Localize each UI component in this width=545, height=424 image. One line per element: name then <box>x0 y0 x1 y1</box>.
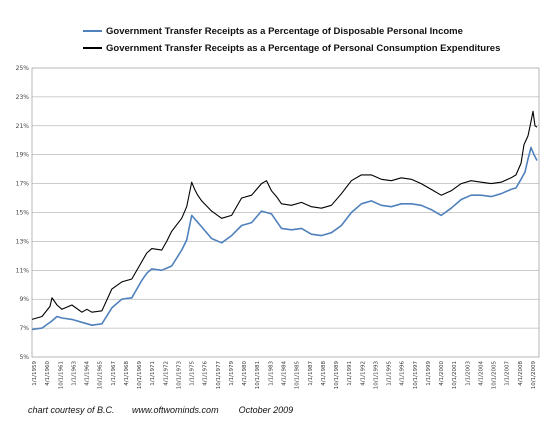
x-tick-label: 10/1/1985 <box>295 361 301 390</box>
x-tick-label: 4/1/1976 <box>203 361 209 386</box>
x-tick-label: 1/1/1979 <box>229 361 235 386</box>
y-tick-label: 25% <box>16 65 30 72</box>
x-tick-label: 4/1/1992 <box>360 361 366 386</box>
x-tick-label: 1/1/2007 <box>505 361 511 386</box>
x-tick-label: 10/1/1993 <box>373 361 379 390</box>
y-tick-label: 13% <box>16 238 30 245</box>
x-tick-label: 1/1/1971 <box>150 361 156 386</box>
x-tick-label: 1/1/1959 <box>32 361 38 386</box>
x-tick-label: 10/1/1961 <box>58 361 64 389</box>
x-tick-label: 4/1/1980 <box>242 361 248 386</box>
x-tick-label: 1/1/1999 <box>426 361 432 386</box>
x-tick-label: 4/1/1972 <box>163 361 169 386</box>
x-tick-label: 4/1/1984 <box>282 361 288 386</box>
x-tick-label: 10/1/1977 <box>216 361 222 390</box>
gridlines <box>32 96 539 329</box>
y-tick-label: 21% <box>16 123 30 130</box>
y-tick-label: 19% <box>16 152 30 159</box>
x-tick-label: 4/1/1988 <box>321 361 327 386</box>
x-tick-label: 10/1/1997 <box>413 361 419 390</box>
legend: Government Transfer Receipts as a Percen… <box>83 26 500 54</box>
x-tick-label: 4/1/2008 <box>518 361 524 386</box>
y-tick-label: 15% <box>16 210 30 217</box>
x-tick-label: 1/1/1991 <box>347 361 353 386</box>
series-line-1 <box>31 146 538 331</box>
x-tick-label: 10/1/2009 <box>531 361 537 390</box>
x-tick-label: 4/1/1960 <box>45 361 51 386</box>
x-tick-label: 4/1/2004 <box>478 361 484 386</box>
chart-credit: chart courtesy of B.C. www.oftwominds.co… <box>28 405 294 415</box>
y-tick-label: 11% <box>16 267 30 274</box>
x-tick-label: 1/1/1967 <box>111 361 117 386</box>
x-tick-label: 10/1/1981 <box>255 361 261 389</box>
y-tick-label: 17% <box>16 181 30 188</box>
x-tick-label: 4/1/1968 <box>124 361 130 386</box>
x-axis-tick-labels: 1/1/1959 4/1/1960 10/1/1961 1/1/1963 4/1/196… <box>32 361 537 390</box>
x-tick-label: 1/1/1963 <box>71 361 77 386</box>
x-tick-label: 10/1/1969 <box>137 361 143 390</box>
series-lines <box>31 110 538 331</box>
x-tick-label: 1/1/1987 <box>308 361 314 386</box>
x-tick-label: 10/1/1965 <box>98 361 104 390</box>
legend-label-series-1: Government Transfer Receipts as a Percen… <box>106 26 463 37</box>
y-axis-tick-labels: 5% 7% 9% 11% 13% 15% 17% 19% 21% 23% 25% <box>16 65 30 361</box>
x-tick-label: 10/1/2005 <box>492 361 498 390</box>
x-tick-label: 1/1/1983 <box>268 361 274 386</box>
x-tick-label: 10/1/1973 <box>176 361 182 390</box>
x-tick-label: 10/1/2001 <box>452 361 458 389</box>
series-line-2 <box>31 110 538 320</box>
x-tick-label: 10/1/1989 <box>334 361 340 390</box>
x-tick-label: 1/1/1995 <box>387 361 393 386</box>
y-tick-label: 5% <box>19 354 29 361</box>
x-tick-label: 1/1/1975 <box>190 361 196 386</box>
y-tick-label: 7% <box>19 325 29 332</box>
x-tick-label: 1/1/2003 <box>465 361 471 386</box>
y-tick-label: 9% <box>19 296 29 303</box>
y-tick-label: 23% <box>16 94 30 101</box>
x-tick-label: 4/1/1964 <box>85 361 91 386</box>
legend-label-series-2: Government Transfer Receipts as a Percen… <box>106 43 500 54</box>
x-tick-label: 4/1/1996 <box>400 361 406 386</box>
x-tick-label: 4/1/2000 <box>439 361 445 386</box>
